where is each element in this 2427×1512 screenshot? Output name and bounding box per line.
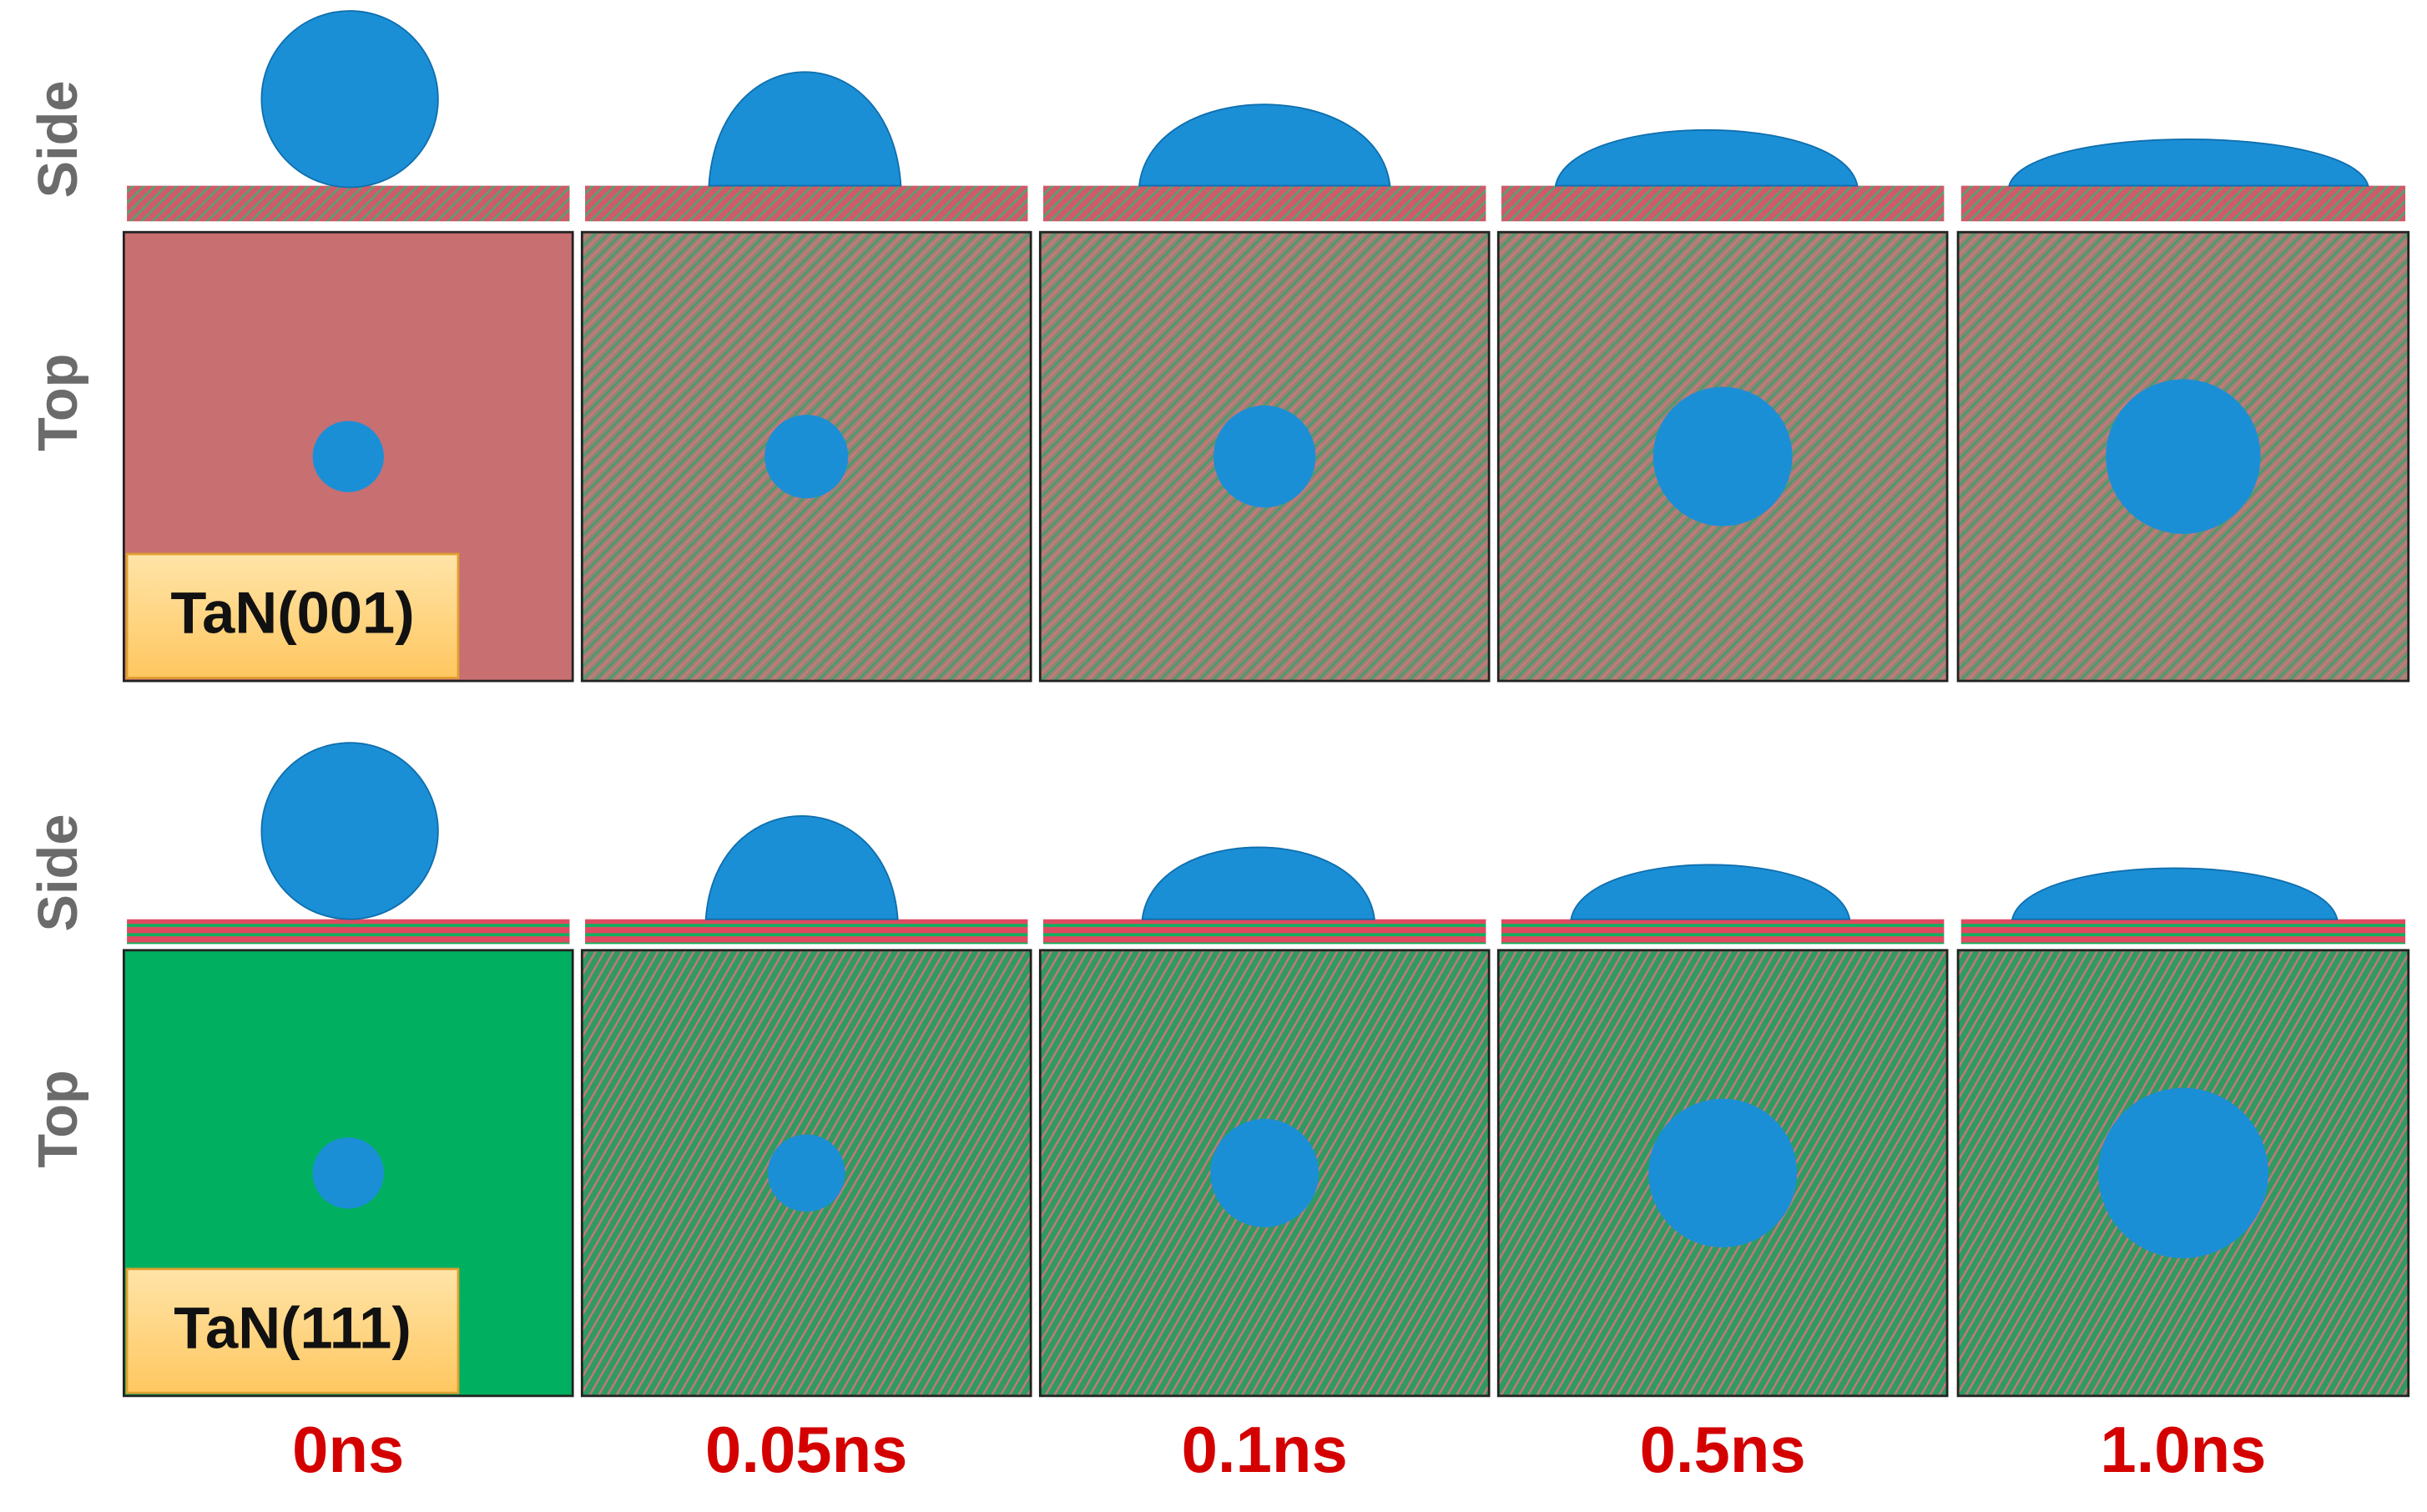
droplet xyxy=(704,814,899,920)
view-label: Top xyxy=(28,354,89,451)
droplet-top xyxy=(312,421,384,492)
droplet xyxy=(1141,846,1375,920)
droplet xyxy=(708,71,902,187)
droplet-top xyxy=(1648,1098,1798,1247)
droplet xyxy=(1554,129,1859,187)
substrate xyxy=(1501,919,1945,945)
surface-box xyxy=(125,552,460,679)
substrate xyxy=(1042,185,1486,222)
droplet-top xyxy=(767,1134,845,1212)
substrate xyxy=(1960,919,2406,945)
droplet-top xyxy=(1652,386,1793,527)
view-label: Side xyxy=(28,814,89,932)
droplet-top xyxy=(312,1137,384,1209)
time-label: 0.05ns xyxy=(705,1413,907,1486)
surface-box xyxy=(125,1268,460,1394)
substrate xyxy=(585,919,1028,945)
time-label: 0.1ns xyxy=(1182,1413,1348,1486)
view-label: Side xyxy=(28,80,89,198)
time-label: 1.0ns xyxy=(2100,1413,2266,1486)
time-label: 0ns xyxy=(292,1413,404,1486)
droplet-top xyxy=(2106,379,2261,534)
droplet-top xyxy=(764,415,849,499)
droplet-top xyxy=(1210,1118,1319,1227)
view-label: Top xyxy=(28,1070,89,1167)
substrate xyxy=(127,185,570,222)
droplet xyxy=(260,10,439,189)
substrate xyxy=(1960,185,2406,222)
substrate xyxy=(127,919,570,945)
droplet-top xyxy=(2097,1087,2268,1258)
droplet-top xyxy=(1214,405,1316,508)
surface-label: TaN(111) xyxy=(174,1294,411,1360)
substrate xyxy=(1501,185,1945,222)
substrate xyxy=(1042,919,1486,945)
droplet xyxy=(2011,867,2339,920)
time-label: 0.5ns xyxy=(1640,1413,1806,1486)
droplet xyxy=(1570,864,1851,920)
substrate xyxy=(585,185,1028,222)
droplet xyxy=(2008,139,2369,187)
droplet xyxy=(1138,103,1391,187)
droplet xyxy=(260,742,439,920)
surface-label: TaN(001) xyxy=(170,580,414,646)
